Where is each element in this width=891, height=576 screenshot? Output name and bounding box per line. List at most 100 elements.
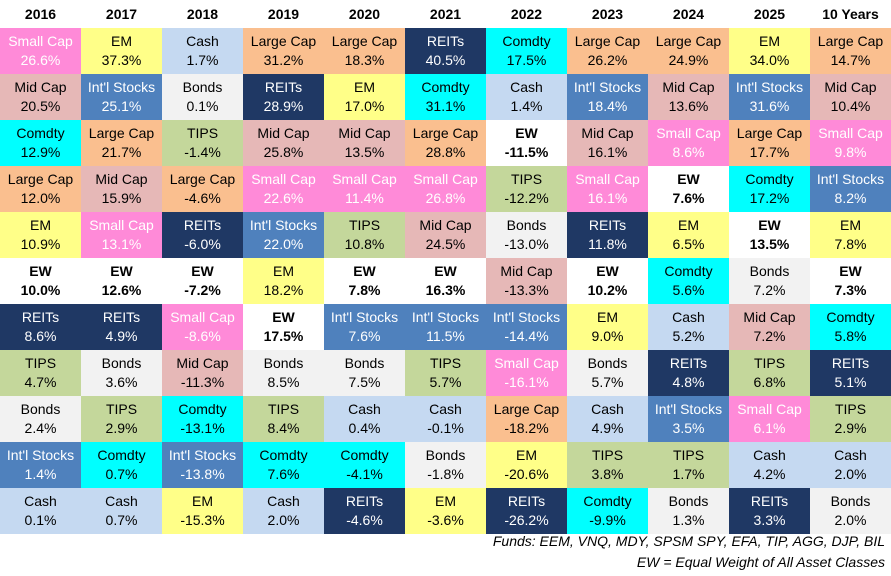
asset-return: 10.0% [20, 282, 61, 298]
asset-cell: Int'l Stocks -13.8% [162, 442, 243, 488]
asset-return: 16.1% [587, 190, 628, 206]
asset-return: 8.6% [672, 144, 705, 160]
asset-name: TIPS [186, 125, 219, 141]
asset-return: -18.2% [504, 420, 549, 436]
asset-cell: Cash 2.0% [810, 442, 891, 488]
asset-return: 1.3% [672, 512, 705, 528]
asset-name: Cash [105, 493, 138, 509]
asset-return: 5.7% [429, 374, 462, 390]
asset-name: REITs [426, 33, 465, 49]
asset-cell: Comdty 5.6% [648, 258, 729, 304]
asset-return: 3.6% [105, 374, 138, 390]
asset-return: -9.9% [589, 512, 626, 528]
asset-return: 0.1% [24, 512, 57, 528]
asset-cell: Comdty -13.1% [162, 396, 243, 442]
asset-cell: EM 7.8% [810, 212, 891, 258]
asset-return: -1.4% [184, 144, 221, 160]
asset-name: Large Cap [88, 125, 155, 141]
asset-return: 22.0% [263, 236, 304, 252]
asset-name: Small Cap [8, 33, 73, 49]
asset-name: Mid Cap [581, 125, 634, 141]
asset-name: Mid Cap [176, 355, 229, 371]
asset-return: 13.6% [668, 98, 709, 114]
asset-cell: Comdty 12.9% [0, 120, 81, 166]
asset-cell: Mid Cap 7.2% [729, 304, 810, 350]
asset-return: 2.0% [834, 466, 867, 482]
asset-return: 9.8% [834, 144, 867, 160]
asset-return: -13.3% [504, 282, 549, 298]
footnote: Funds: EEM, VNQ, MDY, SPSM SPY, EFA, TIP… [492, 533, 885, 549]
asset-return: 2.4% [24, 420, 57, 436]
asset-return: 21.7% [101, 144, 142, 160]
asset-cell: EW 10.2% [567, 258, 648, 304]
asset-cell: TIPS 5.7% [405, 350, 486, 396]
asset-cell: Cash 0.4% [324, 396, 405, 442]
asset-cell: REITs 4.9% [81, 304, 162, 350]
asset-return: 4.9% [591, 420, 624, 436]
asset-return: 26.2% [587, 52, 628, 68]
asset-cell: REITs 28.9% [243, 74, 324, 120]
asset-cell: Large Cap 21.7% [81, 120, 162, 166]
asset-return: 7.2% [753, 328, 786, 344]
asset-name: Cash [24, 493, 57, 509]
asset-return: 28.8% [425, 144, 466, 160]
asset-return: 1.4% [510, 98, 543, 114]
asset-return: 26.6% [20, 52, 61, 68]
asset-name: EW [353, 263, 376, 279]
asset-cell: Mid Cap 13.5% [324, 120, 405, 166]
asset-return: -7.2% [184, 282, 221, 298]
asset-return: 25.1% [101, 98, 142, 114]
asset-name: Mid Cap [824, 79, 877, 95]
asset-cell: Small Cap 16.1% [567, 166, 648, 212]
asset-cell: EW -7.2% [162, 258, 243, 304]
asset-cell: Comdty 17.2% [729, 166, 810, 212]
asset-return: 5.6% [672, 282, 705, 298]
asset-name: EM [840, 217, 861, 233]
asset-cell: EM -15.3% [162, 488, 243, 534]
asset-cell: Mid Cap -13.3% [486, 258, 567, 304]
asset-name: Bonds [668, 493, 709, 509]
asset-cell: TIPS 4.7% [0, 350, 81, 396]
asset-cell: Mid Cap -11.3% [162, 350, 243, 396]
asset-return: 7.6% [672, 190, 705, 206]
asset-cell: Comdty -9.9% [567, 488, 648, 534]
asset-return: 2.9% [105, 420, 138, 436]
asset-cell: Bonds 0.1% [162, 74, 243, 120]
asset-name: EM [435, 493, 456, 509]
asset-name: Int'l Stocks [168, 447, 237, 463]
asset-return: 3.3% [753, 512, 786, 528]
asset-name: Cash [510, 79, 543, 95]
asset-name: EM [597, 309, 618, 325]
asset-return: 12.0% [20, 190, 61, 206]
asset-cell: Large Cap 14.7% [810, 28, 891, 74]
asset-return: -16.1% [504, 374, 549, 390]
asset-name: EW [596, 263, 619, 279]
asset-return: 5.8% [834, 328, 867, 344]
asset-name: TIPS [429, 355, 462, 371]
asset-cell: Int'l Stocks 18.4% [567, 74, 648, 120]
asset-return: 7.5% [348, 374, 381, 390]
asset-return: 18.4% [587, 98, 628, 114]
asset-cell: TIPS 1.7% [648, 442, 729, 488]
asset-return: 9.0% [591, 328, 624, 344]
asset-cell: Int'l Stocks 8.2% [810, 166, 891, 212]
asset-name: EM [759, 33, 780, 49]
asset-return: 7.2% [753, 282, 786, 298]
asset-return: 12.9% [20, 144, 61, 160]
column-header: 2016 [24, 6, 57, 22]
asset-return: -11.5% [504, 144, 549, 160]
asset-cell: EW 7.3% [810, 258, 891, 304]
asset-name: Cash [186, 33, 219, 49]
asset-cell: REITs 11.8% [567, 212, 648, 258]
asset-return: 24.9% [668, 52, 709, 68]
asset-cell: Cash 1.4% [486, 74, 567, 120]
asset-return: 8.2% [834, 190, 867, 206]
asset-cell: Small Cap 8.6% [648, 120, 729, 166]
asset-cell: Bonds 2.4% [0, 396, 81, 442]
asset-return: 4.7% [24, 374, 57, 390]
asset-return: 4.9% [105, 328, 138, 344]
asset-cell: EW 17.5% [243, 304, 324, 350]
asset-name: Comdty [16, 125, 65, 141]
asset-return: 14.7% [830, 52, 871, 68]
asset-name: EM [30, 217, 51, 233]
